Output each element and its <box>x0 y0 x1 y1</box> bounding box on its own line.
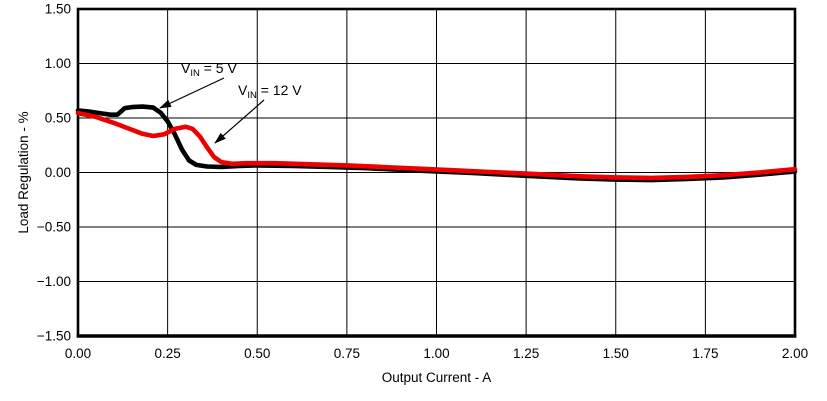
y-tick-label: 1.00 <box>45 56 71 71</box>
y-tick-label: −1.00 <box>37 274 71 289</box>
x-tick-label: 1.00 <box>423 346 449 361</box>
annotation-label: VIN = 5 V <box>181 60 237 79</box>
y-tick-label: 0.00 <box>45 165 71 180</box>
x-tick-label: 1.25 <box>513 346 539 361</box>
y-tick-label: 1.50 <box>45 2 71 17</box>
x-tick-label: 1.75 <box>692 346 718 361</box>
x-axis-title: Output Current - A <box>382 370 492 385</box>
x-tick-label: 2.00 <box>782 346 808 361</box>
x-tick-label: 0.00 <box>65 346 91 361</box>
annotation-arrow <box>159 77 225 109</box>
y-tick-label: 0.50 <box>45 111 71 126</box>
x-tick-label: 0.75 <box>334 346 360 361</box>
y-tick-label: −0.50 <box>37 220 71 235</box>
x-tick-label: 0.50 <box>244 346 270 361</box>
x-tick-label: 1.50 <box>603 346 629 361</box>
annotation-arrow <box>214 99 265 144</box>
y-axis-title: Load Regulation - % <box>16 111 31 233</box>
x-tick-label: 0.25 <box>154 346 180 361</box>
series-curve-vin-12-v <box>75 110 798 181</box>
y-tick-label: −1.50 <box>37 329 71 344</box>
annotation-label: VIN = 12 V <box>238 82 302 101</box>
